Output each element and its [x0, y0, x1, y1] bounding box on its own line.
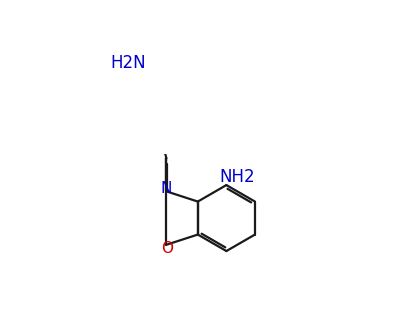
Text: H2N: H2N — [110, 54, 146, 72]
Text: O: O — [162, 240, 174, 256]
Text: NH2: NH2 — [220, 168, 255, 186]
Text: N: N — [161, 181, 172, 196]
